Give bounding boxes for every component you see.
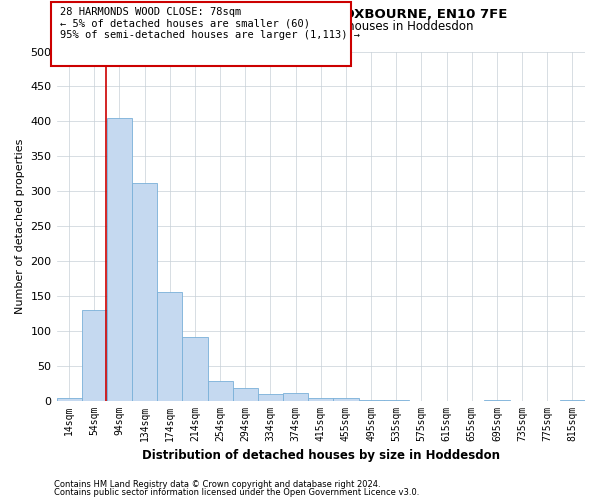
Text: Contains public sector information licensed under the Open Government Licence v3: Contains public sector information licen…: [54, 488, 419, 497]
Bar: [334, 398, 359, 401]
Bar: [208, 381, 233, 401]
Bar: [560, 400, 585, 401]
Bar: [383, 400, 409, 401]
Bar: [283, 392, 308, 401]
Y-axis label: Number of detached properties: Number of detached properties: [15, 138, 25, 314]
Bar: [484, 400, 509, 401]
Bar: [82, 310, 107, 401]
Text: Contains HM Land Registry data © Crown copyright and database right 2024.: Contains HM Land Registry data © Crown c…: [54, 480, 380, 489]
Bar: [56, 398, 82, 401]
Text: 28 HARMONDS WOOD CLOSE: 78sqm
← 5% of detached houses are smaller (60)
95% of se: 28 HARMONDS WOOD CLOSE: 78sqm ← 5% of de…: [60, 7, 360, 40]
Bar: [233, 388, 258, 401]
Bar: [308, 398, 334, 401]
Bar: [182, 336, 208, 401]
Text: Size of property relative to detached houses in Hoddesdon: Size of property relative to detached ho…: [126, 20, 474, 33]
Bar: [132, 183, 157, 401]
Text: 28, HARMONDS WOOD CLOSE, BROXBOURNE, EN10 7FE: 28, HARMONDS WOOD CLOSE, BROXBOURNE, EN1…: [92, 8, 508, 20]
Bar: [107, 118, 132, 401]
Bar: [359, 400, 383, 401]
X-axis label: Distribution of detached houses by size in Hoddesdon: Distribution of detached houses by size …: [142, 450, 500, 462]
Bar: [258, 394, 283, 401]
Bar: [157, 292, 182, 401]
